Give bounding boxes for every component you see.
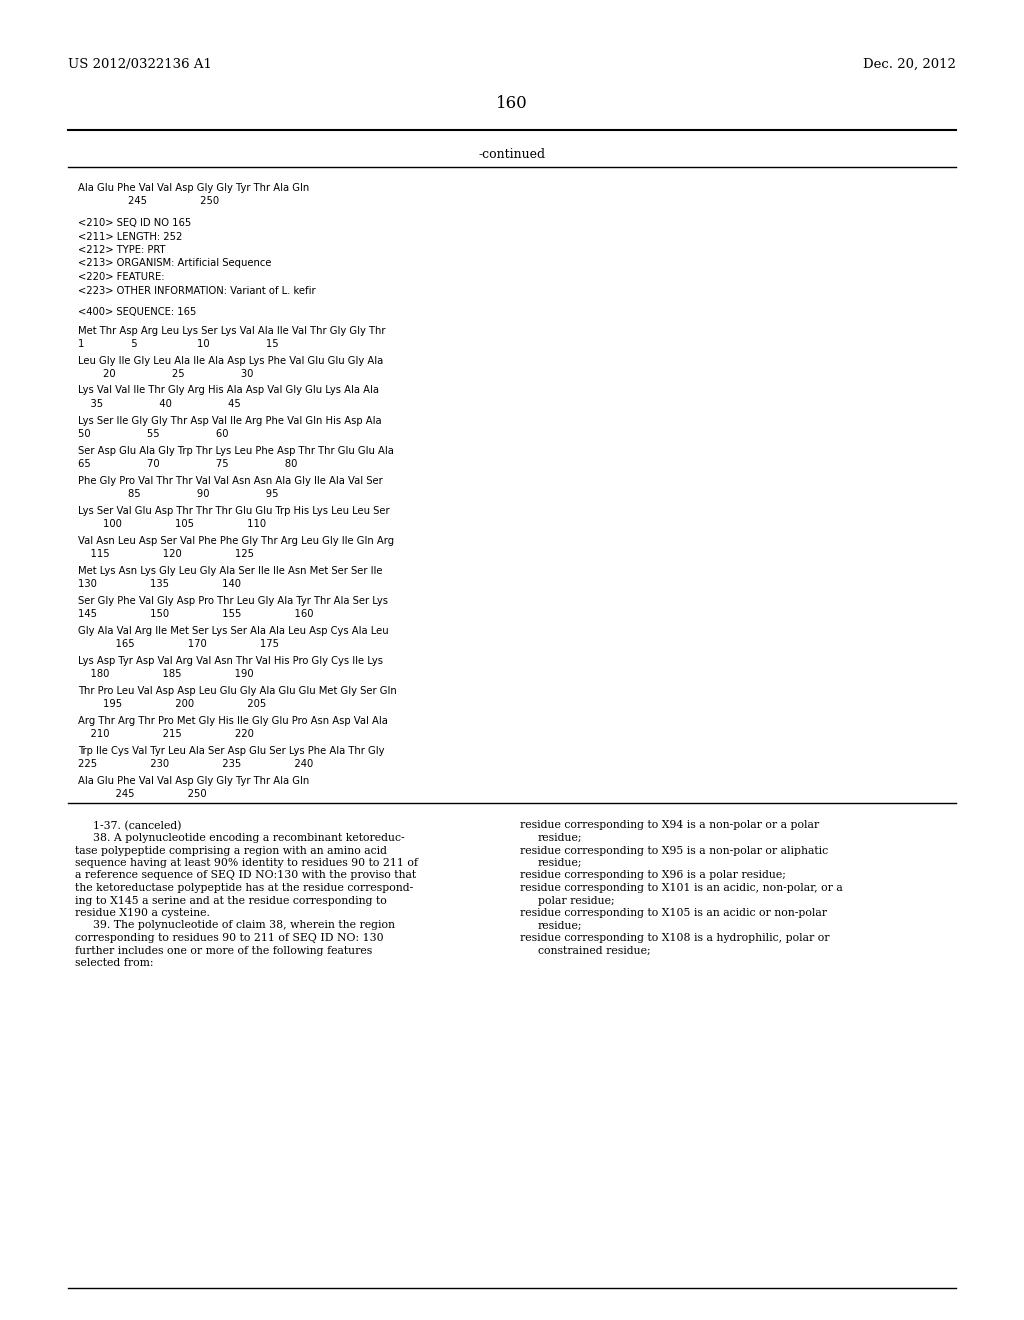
- Text: 35                  40                  45: 35 40 45: [78, 399, 241, 409]
- Text: -continued: -continued: [478, 148, 546, 161]
- Text: 1               5                   10                  15: 1 5 10 15: [78, 339, 279, 348]
- Text: Ala Glu Phe Val Val Asp Gly Gly Tyr Thr Ala Gln: Ala Glu Phe Val Val Asp Gly Gly Tyr Thr …: [78, 183, 309, 193]
- Text: Gly Ala Val Arg Ile Met Ser Lys Ser Ala Ala Leu Asp Cys Ala Leu: Gly Ala Val Arg Ile Met Ser Lys Ser Ala …: [78, 626, 389, 635]
- Text: the ketoreductase polypeptide has at the residue correspond-: the ketoreductase polypeptide has at the…: [75, 883, 414, 894]
- Text: 145                 150                 155                 160: 145 150 155 160: [78, 609, 313, 619]
- Text: <212> TYPE: PRT: <212> TYPE: PRT: [78, 246, 166, 255]
- Text: 160: 160: [496, 95, 528, 112]
- Text: residue corresponding to X96 is a polar residue;: residue corresponding to X96 is a polar …: [520, 870, 785, 880]
- Text: Phe Gly Pro Val Thr Thr Val Val Asn Asn Ala Gly Ile Ala Val Ser: Phe Gly Pro Val Thr Thr Val Val Asn Asn …: [78, 475, 383, 486]
- Text: <210> SEQ ID NO 165: <210> SEQ ID NO 165: [78, 218, 191, 228]
- Text: residue;: residue;: [538, 858, 583, 869]
- Text: corresponding to residues 90 to 211 of SEQ ID NO: 130: corresponding to residues 90 to 211 of S…: [75, 933, 384, 942]
- Text: Ser Asp Glu Ala Gly Trp Thr Lys Leu Phe Asp Thr Thr Glu Glu Ala: Ser Asp Glu Ala Gly Trp Thr Lys Leu Phe …: [78, 446, 394, 455]
- Text: a reference sequence of SEQ ID NO:130 with the proviso that: a reference sequence of SEQ ID NO:130 wi…: [75, 870, 416, 880]
- Text: 85                  90                  95: 85 90 95: [78, 488, 279, 499]
- Text: 39. The polynucleotide of claim 38, wherein the region: 39. The polynucleotide of claim 38, wher…: [93, 920, 395, 931]
- Text: constrained residue;: constrained residue;: [538, 945, 650, 956]
- Text: 130                 135                 140: 130 135 140: [78, 579, 241, 589]
- Text: 180                 185                 190: 180 185 190: [78, 669, 254, 678]
- Text: residue corresponding to X95 is a non-polar or aliphatic: residue corresponding to X95 is a non-po…: [520, 846, 828, 855]
- Text: Arg Thr Arg Thr Pro Met Gly His Ile Gly Glu Pro Asn Asp Val Ala: Arg Thr Arg Thr Pro Met Gly His Ile Gly …: [78, 715, 388, 726]
- Text: 210                 215                 220: 210 215 220: [78, 729, 254, 739]
- Text: <400> SEQUENCE: 165: <400> SEQUENCE: 165: [78, 308, 197, 317]
- Text: residue corresponding to X108 is a hydrophilic, polar or: residue corresponding to X108 is a hydro…: [520, 933, 829, 942]
- Text: Lys Val Val Ile Thr Gly Arg His Ala Asp Val Gly Glu Lys Ala Ala: Lys Val Val Ile Thr Gly Arg His Ala Asp …: [78, 385, 379, 396]
- Text: 1-37. (canceled): 1-37. (canceled): [93, 821, 181, 830]
- Text: Trp Ile Cys Val Tyr Leu Ala Ser Asp Glu Ser Lys Phe Ala Thr Gly: Trp Ile Cys Val Tyr Leu Ala Ser Asp Glu …: [78, 746, 384, 755]
- Text: 38. A polynucleotide encoding a recombinant ketoreduc-: 38. A polynucleotide encoding a recombin…: [93, 833, 404, 843]
- Text: Ser Gly Phe Val Gly Asp Pro Thr Leu Gly Ala Tyr Thr Ala Ser Lys: Ser Gly Phe Val Gly Asp Pro Thr Leu Gly …: [78, 595, 388, 606]
- Text: Lys Ser Ile Gly Gly Thr Asp Val Ile Arg Phe Val Gln His Asp Ala: Lys Ser Ile Gly Gly Thr Asp Val Ile Arg …: [78, 416, 382, 425]
- Text: tase polypeptide comprising a region with an amino acid: tase polypeptide comprising a region wit…: [75, 846, 387, 855]
- Text: <220> FEATURE:: <220> FEATURE:: [78, 272, 165, 282]
- Text: Lys Ser Val Glu Asp Thr Thr Thr Glu Glu Trp His Lys Leu Leu Ser: Lys Ser Val Glu Asp Thr Thr Thr Glu Glu …: [78, 506, 389, 516]
- Text: Thr Pro Leu Val Asp Asp Leu Glu Gly Ala Glu Glu Met Gly Ser Gln: Thr Pro Leu Val Asp Asp Leu Glu Gly Ala …: [78, 685, 396, 696]
- Text: <211> LENGTH: 252: <211> LENGTH: 252: [78, 231, 182, 242]
- Text: Dec. 20, 2012: Dec. 20, 2012: [863, 58, 956, 71]
- Text: sequence having at least 90% identity to residues 90 to 211 of: sequence having at least 90% identity to…: [75, 858, 418, 869]
- Text: residue corresponding to X101 is an acidic, non-polar, or a: residue corresponding to X101 is an acid…: [520, 883, 843, 894]
- Text: 245                 250: 245 250: [78, 197, 219, 206]
- Text: residue corresponding to X94 is a non-polar or a polar: residue corresponding to X94 is a non-po…: [520, 821, 819, 830]
- Text: US 2012/0322136 A1: US 2012/0322136 A1: [68, 58, 212, 71]
- Text: Met Thr Asp Arg Leu Lys Ser Lys Val Ala Ile Val Thr Gly Gly Thr: Met Thr Asp Arg Leu Lys Ser Lys Val Ala …: [78, 326, 385, 335]
- Text: Val Asn Leu Asp Ser Val Phe Phe Gly Thr Arg Leu Gly Ile Gln Arg: Val Asn Leu Asp Ser Val Phe Phe Gly Thr …: [78, 536, 394, 545]
- Text: 165                 170                 175: 165 170 175: [78, 639, 279, 649]
- Text: residue X190 a cysteine.: residue X190 a cysteine.: [75, 908, 210, 917]
- Text: 115                 120                 125: 115 120 125: [78, 549, 254, 558]
- Text: 20                  25                  30: 20 25 30: [78, 370, 253, 379]
- Text: 225                 230                 235                 240: 225 230 235 240: [78, 759, 313, 770]
- Text: <213> ORGANISM: Artificial Sequence: <213> ORGANISM: Artificial Sequence: [78, 259, 271, 268]
- Text: Ala Glu Phe Val Val Asp Gly Gly Tyr Thr Ala Gln: Ala Glu Phe Val Val Asp Gly Gly Tyr Thr …: [78, 776, 309, 785]
- Text: 100                 105                 110: 100 105 110: [78, 519, 266, 529]
- Text: polar residue;: polar residue;: [538, 895, 614, 906]
- Text: residue;: residue;: [538, 920, 583, 931]
- Text: selected from:: selected from:: [75, 958, 154, 968]
- Text: Met Lys Asn Lys Gly Leu Gly Ala Ser Ile Ile Asn Met Ser Ser Ile: Met Lys Asn Lys Gly Leu Gly Ala Ser Ile …: [78, 565, 383, 576]
- Text: 245                 250: 245 250: [78, 789, 207, 799]
- Text: 50                  55                  60: 50 55 60: [78, 429, 228, 440]
- Text: <223> OTHER INFORMATION: Variant of L. kefir: <223> OTHER INFORMATION: Variant of L. k…: [78, 285, 315, 296]
- Text: residue corresponding to X105 is an acidic or non-polar: residue corresponding to X105 is an acid…: [520, 908, 827, 917]
- Text: Lys Asp Tyr Asp Val Arg Val Asn Thr Val His Pro Gly Cys Ile Lys: Lys Asp Tyr Asp Val Arg Val Asn Thr Val …: [78, 656, 383, 665]
- Text: 65                  70                  75                  80: 65 70 75 80: [78, 459, 297, 469]
- Text: Leu Gly Ile Gly Leu Ala Ile Ala Asp Lys Phe Val Glu Glu Gly Ala: Leu Gly Ile Gly Leu Ala Ile Ala Asp Lys …: [78, 355, 383, 366]
- Text: further includes one or more of the following features: further includes one or more of the foll…: [75, 945, 373, 956]
- Text: ing to X145 a serine and at the residue corresponding to: ing to X145 a serine and at the residue …: [75, 895, 387, 906]
- Text: residue;: residue;: [538, 833, 583, 843]
- Text: 195                 200                 205: 195 200 205: [78, 700, 266, 709]
